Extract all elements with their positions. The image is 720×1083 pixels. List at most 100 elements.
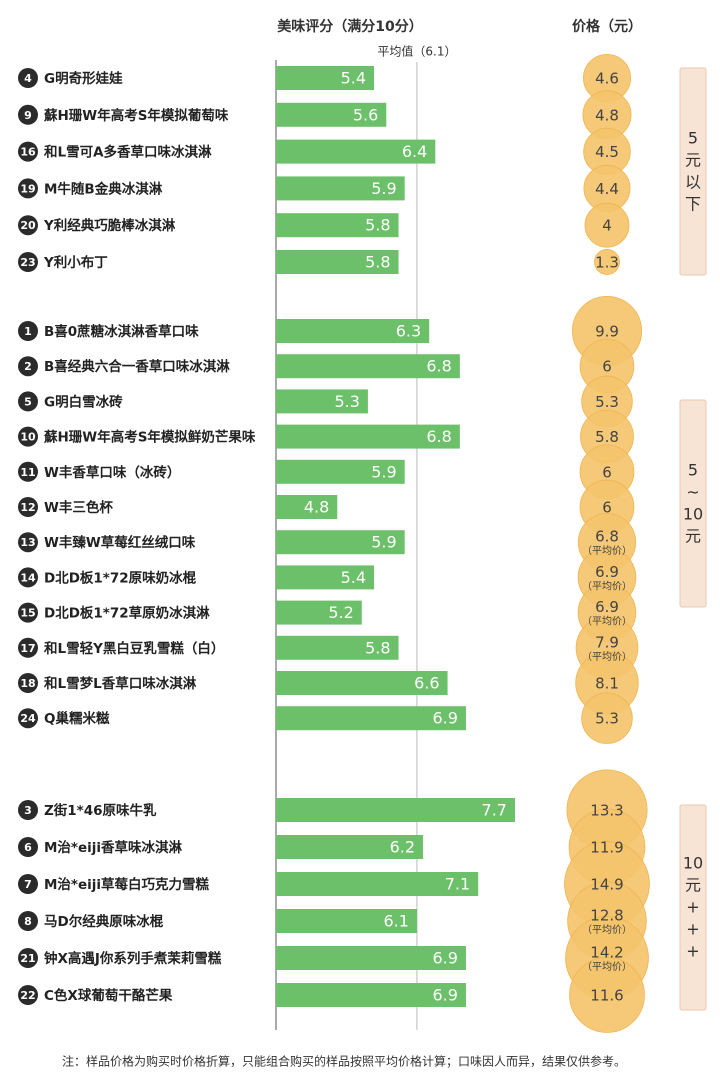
rank: 15 xyxy=(20,607,35,620)
bar xyxy=(276,530,405,555)
bar xyxy=(276,600,362,625)
price-note: （平均价） xyxy=(582,924,632,936)
bar-value: 5.9 xyxy=(371,179,396,198)
price-note: （平均价） xyxy=(582,580,632,592)
item-name: C色X球葡萄干酪芒果 xyxy=(44,987,173,1004)
rank: 23 xyxy=(20,256,35,269)
rank-badge xyxy=(18,497,38,517)
rank-badge xyxy=(18,321,38,341)
bar xyxy=(276,872,479,896)
rank: 11 xyxy=(20,466,35,479)
item-name: B喜经典六合一香草口味冰淇淋 xyxy=(44,358,230,375)
bar-value: 6.9 xyxy=(433,949,458,968)
price-value: 9.9 xyxy=(595,323,619,341)
rank: 12 xyxy=(20,501,35,514)
rank: 1 xyxy=(24,325,32,338)
rank: 20 xyxy=(20,219,36,232)
price-note: （平均价） xyxy=(582,651,632,663)
group-panel xyxy=(679,399,707,608)
price-circle xyxy=(594,249,620,275)
rank: 5 xyxy=(24,395,32,408)
price-value: 6.8 xyxy=(595,528,619,546)
price-value: 6 xyxy=(602,463,612,481)
group-panel xyxy=(679,67,707,276)
item-name: W丰臻W草莓红丝绒口味 xyxy=(44,534,196,551)
price-circle xyxy=(584,202,630,248)
item-name: 蘇H珊W年高考S年模拟葡萄味 xyxy=(43,107,229,124)
score-axis-title: 美味评分（满分10分） xyxy=(277,18,422,35)
bar-value: 6.8 xyxy=(426,427,451,446)
item-name: D北D板1*72原味奶冰棍 xyxy=(44,569,197,586)
bar-value: 5.8 xyxy=(365,253,390,272)
price-circle xyxy=(569,957,645,1033)
bar xyxy=(276,66,375,90)
price-value: 1.3 xyxy=(595,254,619,272)
item-name: G明白雪冰砖 xyxy=(44,393,123,410)
price-value: 11.6 xyxy=(590,987,623,1005)
bar xyxy=(276,459,405,484)
rank: 19 xyxy=(20,182,35,195)
rank-badge xyxy=(18,461,38,482)
rank-badge xyxy=(18,800,38,820)
item-name: Y利小布丁 xyxy=(43,254,108,271)
group-panel xyxy=(679,804,707,1011)
group-label: 5 元以下 xyxy=(685,128,701,213)
bar xyxy=(276,102,387,127)
item-name: W丰香草口味（冰砖） xyxy=(44,464,180,481)
bar-value: 5.8 xyxy=(365,216,390,235)
price-note: （平均价） xyxy=(582,961,632,973)
rank: 13 xyxy=(20,536,35,549)
rank-badge xyxy=(18,68,38,88)
rank-badge xyxy=(18,141,38,162)
bar xyxy=(276,424,460,449)
item-name: B喜0蔗糖冰淇淋香草口味 xyxy=(44,323,199,340)
item-name: 马D尔经典原味冰棍 xyxy=(44,913,164,930)
rank-badge xyxy=(18,602,38,623)
bar xyxy=(276,354,460,379)
item-name: G明奇形娃娃 xyxy=(44,70,123,87)
price-value: 4 xyxy=(602,217,612,235)
rank-badge xyxy=(18,673,38,693)
rank-badge xyxy=(18,637,38,658)
item-name: 蘇H珊W年高考S年模拟鲜奶芒果味 xyxy=(43,429,256,446)
price-value: 11.9 xyxy=(590,839,623,857)
rank: 17 xyxy=(20,642,35,655)
bar xyxy=(276,946,466,970)
item-name: M治*eiji草莓白巧克力雪糕 xyxy=(44,876,210,893)
rank: 9 xyxy=(24,109,32,122)
price-note: （平均价） xyxy=(582,616,632,628)
bar-value: 7.1 xyxy=(445,875,470,894)
rank-badge xyxy=(18,215,38,236)
item-name: 和L雪可A多香草口味冰淇淋 xyxy=(44,144,212,161)
bar-value: 5.9 xyxy=(371,533,396,552)
rank-badge xyxy=(18,948,38,968)
bar-value: 6.4 xyxy=(402,142,427,161)
rank-badge xyxy=(18,708,38,729)
price-value: 6 xyxy=(602,499,612,517)
rank: 21 xyxy=(20,952,35,965)
bar-value: 6.8 xyxy=(426,357,451,376)
price-note: （平均价） xyxy=(582,545,632,557)
rank: 22 xyxy=(20,989,35,1002)
rank: 10 xyxy=(20,431,36,444)
footnote: 注：样品价格为购买时价格折算，只能组合购买的样品按照平均价格计算；口味因人而异，… xyxy=(62,1054,626,1069)
bar-value: 6.9 xyxy=(433,986,458,1005)
price-value: 4.4 xyxy=(595,180,619,198)
bar-value: 5.4 xyxy=(341,568,366,587)
rank-badge xyxy=(18,356,38,377)
bar-value: 6.9 xyxy=(433,709,458,728)
rank-badge xyxy=(18,911,38,931)
item-name: M治*eiji香草味冰淇淋 xyxy=(44,839,183,856)
bar xyxy=(276,671,448,695)
bar xyxy=(276,635,399,660)
rank-badge xyxy=(18,178,38,199)
price-circles xyxy=(564,54,650,1033)
bar xyxy=(276,319,430,343)
item-name: Z街1*46原味牛乳 xyxy=(44,802,157,819)
bar-value: 5.8 xyxy=(365,638,390,657)
group-label: 10 元+ + + xyxy=(683,853,703,960)
price-value: 13.3 xyxy=(590,802,623,820)
bar-value: 5.6 xyxy=(353,105,378,124)
bar xyxy=(276,706,466,731)
rank-badge xyxy=(18,567,38,588)
